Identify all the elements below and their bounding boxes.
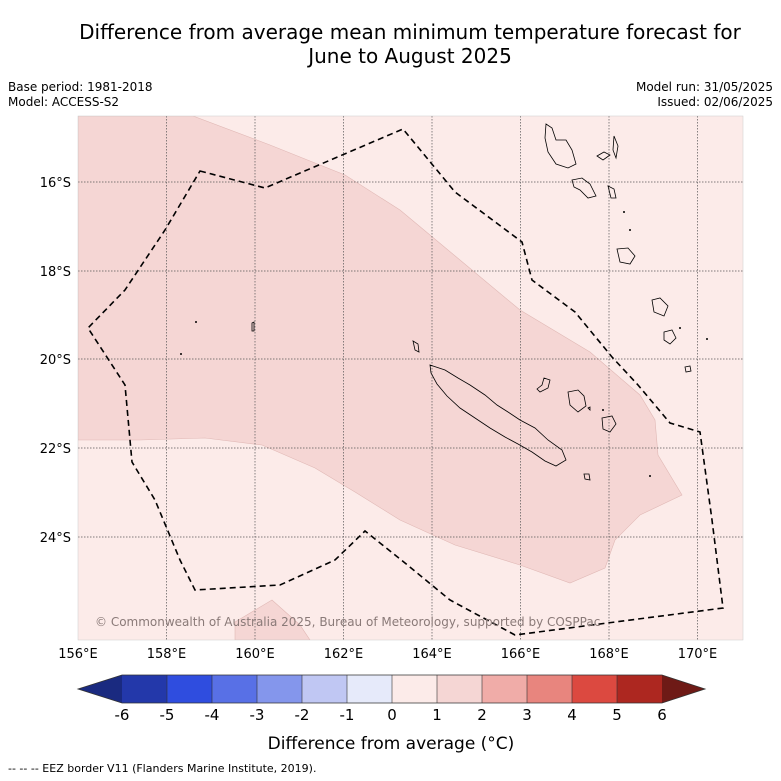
chart-title: Difference from average mean minimum tem… <box>40 20 780 68</box>
colorbar-tick: 2 <box>477 706 487 724</box>
model-run: Model run: 31/05/2025 <box>635 80 773 94</box>
issued-date: Issued: 02/06/2025 <box>657 95 773 109</box>
colorbar-extend-high <box>662 675 705 703</box>
colorbar-tick: -2 <box>295 706 310 724</box>
colorbar-tick: -5 <box>160 706 175 724</box>
colorbar-tick: 4 <box>567 706 577 724</box>
island-espiritu-santo <box>544 123 577 169</box>
graticule <box>78 116 743 640</box>
colorbar-swatch <box>392 675 437 703</box>
colorbar-tick: -3 <box>250 706 265 724</box>
colorbar-extend-low <box>78 675 122 703</box>
eez-legend-note: -- -- -- EEZ border V11 (Flanders Marine… <box>8 762 317 775</box>
colorbar-tick: -1 <box>340 706 355 724</box>
colorbar: -6 -5 -4 -3 -2 -1 0 1 2 3 4 5 6 Differen… <box>76 674 707 754</box>
island-erromango <box>651 297 669 317</box>
lon-label: 156°E <box>58 647 98 662</box>
map-area: © Commonwealth of Australia 2025, Bureau… <box>78 116 743 640</box>
copyright-notice: © Commonwealth of Australia 2025, Bureau… <box>95 615 600 629</box>
island-ouvea <box>536 377 551 393</box>
anomaly-zone-1-2 <box>78 116 683 584</box>
anomaly-zone-1-2-south <box>234 599 311 640</box>
colorbar-tick: 3 <box>522 706 532 724</box>
island-efate <box>616 247 636 265</box>
colorbar-tick: 1 <box>432 706 442 724</box>
colorbar-label: Difference from average (°C) <box>268 734 515 754</box>
colorbar-tick: 5 <box>612 706 622 724</box>
eez-border <box>86 128 724 636</box>
lon-label: 170°E <box>678 647 718 662</box>
colorbar-swatch <box>617 675 662 703</box>
title-line-1: Difference from average mean minimum tem… <box>79 20 741 44</box>
island-pentecost <box>607 185 617 199</box>
map-frame <box>77 115 744 641</box>
island-lifou <box>567 389 587 413</box>
base-period: Base period: 1981-2018 <box>8 80 153 94</box>
colorbar-tick: -6 <box>115 706 130 724</box>
model-name: Model: ACCESS-S2 <box>8 95 120 109</box>
colorbar-swatch <box>212 675 257 703</box>
colorbar-swatch <box>527 675 572 703</box>
island-maewo <box>612 135 619 160</box>
island-matthew <box>587 406 591 411</box>
lon-label: 162°E <box>324 647 364 662</box>
island-pines <box>583 473 591 481</box>
lon-label: 164°E <box>412 647 452 662</box>
lat-label: 20°S <box>40 353 71 368</box>
colorbar-swatch <box>122 675 167 703</box>
lon-labels: 156°E 158°E 160°E 162°E 164°E 166°E 168°… <box>58 647 717 662</box>
lon-label: 158°E <box>147 647 187 662</box>
colorbar-ticks: -6 -5 -4 -3 -2 -1 0 1 2 3 4 5 6 <box>115 706 667 724</box>
info-right: Model run: 31/05/2025 Issued: 02/06/2025 <box>636 80 773 110</box>
island-aneityum <box>684 365 692 373</box>
lat-labels: 16°S 18°S 20°S 22°S 24°S <box>40 176 71 546</box>
colorbar-swatch <box>167 675 212 703</box>
coastlines <box>251 123 692 481</box>
colorbar-swatch <box>482 675 527 703</box>
lat-label: 22°S <box>40 442 71 457</box>
colorbar-swatch <box>437 675 482 703</box>
lon-label: 160°E <box>235 647 275 662</box>
island-rennell <box>251 321 255 332</box>
island-belep <box>412 340 420 353</box>
colorbar-swatch <box>302 675 347 703</box>
title-line-2: June to August 2025 <box>308 44 512 68</box>
small-islands <box>180 211 708 477</box>
island-tanna <box>663 329 677 345</box>
new-caledonia-grande-terre <box>429 364 567 467</box>
colorbar-tick: 0 <box>387 706 397 724</box>
lat-label: 16°S <box>40 176 71 191</box>
colorbar-tick: 6 <box>657 706 667 724</box>
island-mare <box>601 415 617 433</box>
lon-label: 166°E <box>501 647 541 662</box>
colorbar-swatch <box>257 675 302 703</box>
lat-label: 24°S <box>40 531 71 546</box>
island-malekula <box>571 177 597 199</box>
lat-label: 18°S <box>40 265 71 280</box>
colorbar-swatch <box>572 675 617 703</box>
info-left: Base period: 1981-2018 Model: ACCESS-S2 <box>8 80 153 110</box>
lon-label: 168°E <box>589 647 629 662</box>
colorbar-swatch <box>347 675 392 703</box>
island-ambae <box>596 151 611 161</box>
colorbar-tick: -4 <box>205 706 220 724</box>
